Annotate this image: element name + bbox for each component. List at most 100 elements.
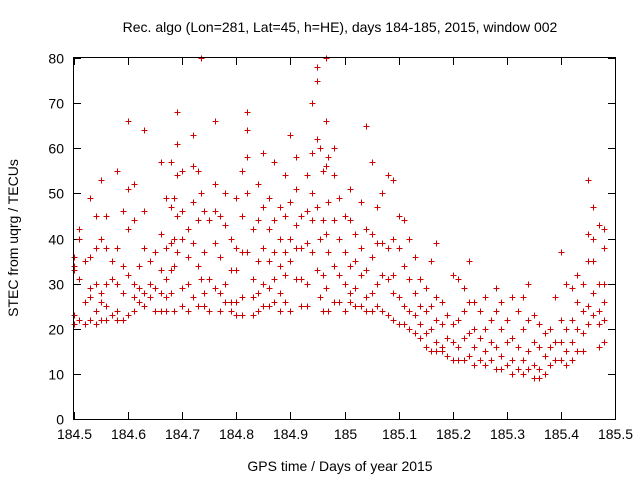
data-point-marker xyxy=(287,132,294,139)
data-point-marker xyxy=(406,326,413,333)
data-point-marker xyxy=(509,294,516,301)
data-point-marker xyxy=(585,303,592,310)
data-point-marker xyxy=(282,272,289,279)
data-point-marker xyxy=(482,348,489,355)
data-point-marker xyxy=(171,195,178,202)
data-point-marker xyxy=(444,335,451,342)
data-point-marker xyxy=(141,127,148,134)
data-point-marker xyxy=(498,353,505,360)
data-point-marker xyxy=(87,285,94,292)
data-point-marker xyxy=(569,285,576,292)
data-point-marker xyxy=(314,64,321,71)
data-point-marker xyxy=(477,335,484,342)
data-point-marker xyxy=(358,245,365,252)
data-point-marker xyxy=(298,303,305,310)
data-point-marker xyxy=(131,281,138,288)
data-point-marker xyxy=(569,339,576,346)
data-point-marker xyxy=(163,308,170,315)
data-point-marker xyxy=(547,326,554,333)
data-point-marker xyxy=(423,330,430,337)
data-point-marker xyxy=(320,272,327,279)
data-point-marker xyxy=(525,317,532,324)
data-point-marker xyxy=(385,245,392,252)
data-point-marker xyxy=(222,190,229,197)
y-tick-label: 20 xyxy=(48,322,64,338)
x-tick-label: 185 xyxy=(334,426,358,442)
data-point-marker xyxy=(412,330,419,337)
data-point-marker xyxy=(222,281,229,288)
data-point-marker xyxy=(125,312,132,319)
data-point-marker xyxy=(363,294,370,301)
data-point-marker xyxy=(168,204,175,211)
data-point-marker xyxy=(260,281,267,288)
data-point-marker xyxy=(601,245,608,252)
data-point-marker xyxy=(76,276,83,283)
data-point-marker xyxy=(198,55,205,62)
data-point-marker xyxy=(174,109,181,116)
data-point-marker xyxy=(304,172,311,179)
data-point-marker xyxy=(466,258,473,265)
data-point-marker xyxy=(323,118,330,125)
data-point-marker xyxy=(558,357,565,364)
data-point-marker xyxy=(277,308,284,315)
data-point-marker xyxy=(266,258,273,265)
data-point-marker xyxy=(114,308,121,315)
data-point-marker xyxy=(233,299,240,306)
data-point-marker xyxy=(363,226,370,233)
data-point-marker xyxy=(201,303,208,310)
data-point-marker xyxy=(287,236,294,243)
data-point-marker xyxy=(71,254,78,261)
data-point-marker xyxy=(536,344,543,351)
data-point-marker xyxy=(396,245,403,252)
data-point-marker xyxy=(379,308,386,315)
data-point-marker xyxy=(444,353,451,360)
data-point-marker xyxy=(76,226,83,233)
data-point-marker xyxy=(266,303,273,310)
data-point-marker xyxy=(120,208,127,215)
data-point-marker xyxy=(255,258,262,265)
data-point-marker xyxy=(239,312,246,319)
data-point-marker xyxy=(174,141,181,148)
data-point-marker xyxy=(141,290,148,297)
y-tick-label: 30 xyxy=(48,277,64,293)
data-point-marker xyxy=(190,132,197,139)
data-point-marker xyxy=(342,213,349,220)
data-point-marker xyxy=(325,154,332,161)
data-point-marker xyxy=(179,168,186,175)
data-point-marker xyxy=(439,348,446,355)
data-point-marker xyxy=(547,362,554,369)
data-point-marker xyxy=(141,245,148,252)
data-point-marker xyxy=(244,109,251,116)
data-point-marker xyxy=(244,154,251,161)
data-point-marker xyxy=(131,181,138,188)
data-point-marker xyxy=(363,308,370,315)
data-point-marker xyxy=(439,299,446,306)
data-point-marker xyxy=(601,226,608,233)
data-point-marker xyxy=(179,208,186,215)
data-point-marker xyxy=(163,276,170,283)
data-point-marker xyxy=(266,195,273,202)
data-point-marker xyxy=(304,281,311,288)
data-point-marker xyxy=(217,290,224,297)
data-point-marker xyxy=(536,366,543,373)
data-point-marker xyxy=(601,281,608,288)
data-point-marker xyxy=(580,281,587,288)
data-point-marker xyxy=(369,308,376,315)
data-point-marker xyxy=(390,272,397,279)
data-point-marker xyxy=(488,317,495,324)
data-point-marker xyxy=(195,263,202,270)
data-point-marker xyxy=(369,254,376,261)
data-point-marker xyxy=(352,258,359,265)
data-point-marker xyxy=(239,168,246,175)
data-point-marker xyxy=(201,290,208,297)
data-point-marker xyxy=(244,249,251,256)
data-point-marker xyxy=(82,299,89,306)
data-point-marker xyxy=(563,348,570,355)
x-tick-label: 184.7 xyxy=(165,426,200,442)
data-point-marker xyxy=(596,308,603,315)
data-point-marker xyxy=(317,145,324,152)
data-point-marker xyxy=(158,290,165,297)
data-point-marker xyxy=(547,344,554,351)
data-point-marker xyxy=(374,281,381,288)
data-point-marker xyxy=(525,366,532,373)
